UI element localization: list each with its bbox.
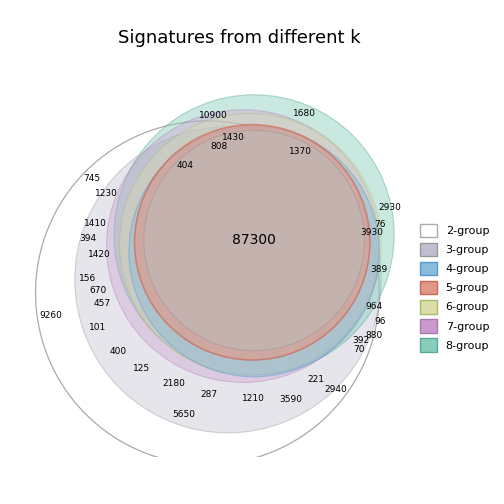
Text: 880: 880	[366, 331, 383, 340]
Circle shape	[135, 124, 370, 360]
Text: 808: 808	[210, 142, 227, 151]
Text: 96: 96	[374, 318, 386, 327]
Text: 745: 745	[83, 174, 100, 183]
Circle shape	[119, 113, 381, 375]
Text: 1210: 1210	[242, 394, 265, 403]
Text: 457: 457	[93, 299, 110, 308]
Text: 9260: 9260	[39, 311, 62, 321]
Text: 76: 76	[374, 220, 386, 229]
Text: 3590: 3590	[279, 395, 302, 404]
Text: 5650: 5650	[172, 410, 196, 419]
Circle shape	[144, 130, 364, 351]
Text: 1370: 1370	[289, 147, 312, 156]
Text: 404: 404	[176, 161, 194, 170]
Circle shape	[106, 110, 379, 383]
Text: 394: 394	[79, 234, 96, 243]
Text: 1410: 1410	[84, 219, 107, 228]
Text: 70: 70	[354, 345, 365, 354]
Text: 400: 400	[109, 347, 127, 356]
Text: 1680: 1680	[293, 109, 316, 118]
Text: 2940: 2940	[324, 385, 347, 394]
Text: 125: 125	[133, 364, 150, 373]
Text: 3930: 3930	[360, 228, 383, 237]
Text: 10900: 10900	[199, 111, 227, 120]
Text: 1230: 1230	[95, 190, 118, 198]
Text: 156: 156	[79, 274, 96, 283]
Text: 87300: 87300	[232, 233, 276, 247]
Text: 670: 670	[89, 286, 106, 295]
Circle shape	[114, 95, 394, 375]
Text: 392: 392	[352, 336, 369, 345]
Text: 101: 101	[89, 323, 106, 332]
Circle shape	[75, 127, 381, 433]
Text: 1430: 1430	[222, 133, 245, 142]
Title: Signatures from different k: Signatures from different k	[118, 29, 360, 46]
Text: 287: 287	[200, 390, 217, 399]
Text: 2930: 2930	[378, 203, 401, 212]
Legend: 2-group, 3-group, 4-group, 5-group, 6-group, 7-group, 8-group: 2-group, 3-group, 4-group, 5-group, 6-gr…	[416, 219, 493, 356]
Text: 389: 389	[370, 265, 388, 274]
Circle shape	[129, 127, 379, 377]
Text: 1420: 1420	[88, 250, 110, 259]
Text: 2180: 2180	[162, 379, 185, 388]
Text: 964: 964	[366, 302, 383, 311]
Text: 221: 221	[307, 375, 324, 384]
